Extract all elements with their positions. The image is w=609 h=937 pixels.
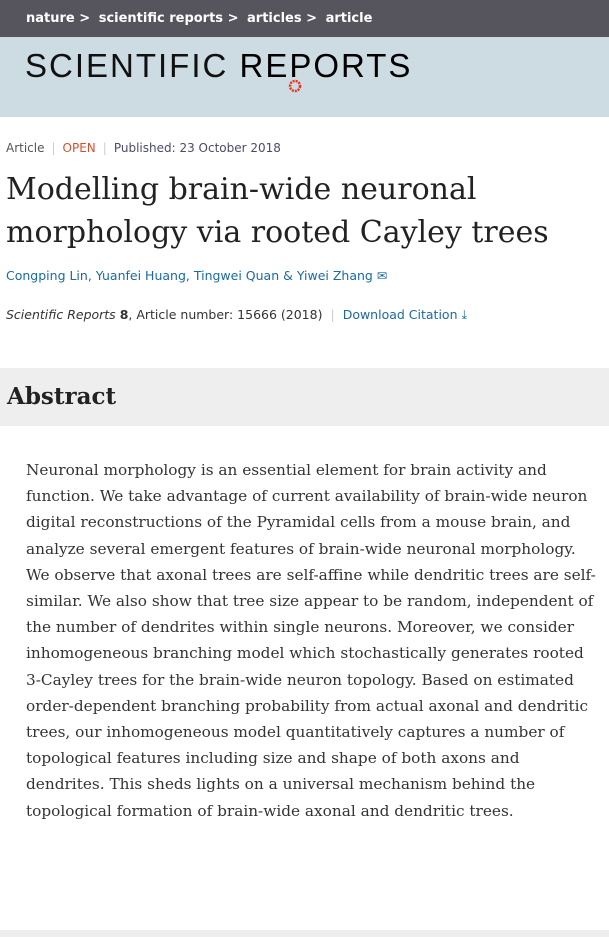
breadcrumb-articles[interactable]: articles: [247, 11, 302, 26]
author-link[interactable]: Tingwei Quan: [193, 268, 280, 283]
author-link[interactable]: Yuanfei Huang: [95, 268, 186, 283]
chevron-right-icon: >: [227, 11, 239, 26]
author-link[interactable]: Congping Lin: [6, 268, 88, 283]
published-date: Published: 23 October 2018: [113, 141, 281, 155]
breadcrumb-nature[interactable]: nature: [26, 11, 75, 26]
article-meta: Article | OPEN | Published: 23 October 2018: [6, 141, 281, 155]
page-title: Modelling brain-wide neuronal morphology…: [6, 172, 549, 250]
abstract-heading: Abstract: [7, 383, 117, 410]
article-type: Article: [6, 141, 45, 155]
section-divider: [0, 930, 609, 937]
chevron-right-icon: >: [79, 11, 91, 26]
breadcrumb-article[interactable]: article: [325, 11, 373, 26]
journal-logo[interactable]: SCIENTIFIC REPORTS: [25, 47, 413, 84]
download-citation-link[interactable]: Download Citation ⤓: [342, 307, 468, 322]
citation-line: Scientific Reports 8, Article number: 15…: [6, 307, 468, 322]
abstract-text: Neuronal morphology is an essential elem…: [26, 461, 596, 820]
email-icon[interactable]: ✉: [376, 268, 388, 283]
breadcrumb: nature > scientific reports > articles >…: [0, 0, 609, 37]
gear-icon: [288, 79, 302, 93]
masthead: SCIENTIFIC REPORTS: [0, 37, 609, 117]
open-access-badge: OPEN: [62, 141, 96, 155]
download-icon: ⤓: [461, 307, 468, 322]
abstract-header: Abstract: [0, 368, 609, 426]
breadcrumb-scientific-reports[interactable]: scientific reports: [98, 11, 224, 26]
author-link[interactable]: Yiwei Zhang: [296, 268, 373, 283]
chevron-right-icon: >: [306, 11, 318, 26]
author-list: Congping Lin, Yuanfei Huang, Tingwei Qua…: [6, 268, 388, 283]
